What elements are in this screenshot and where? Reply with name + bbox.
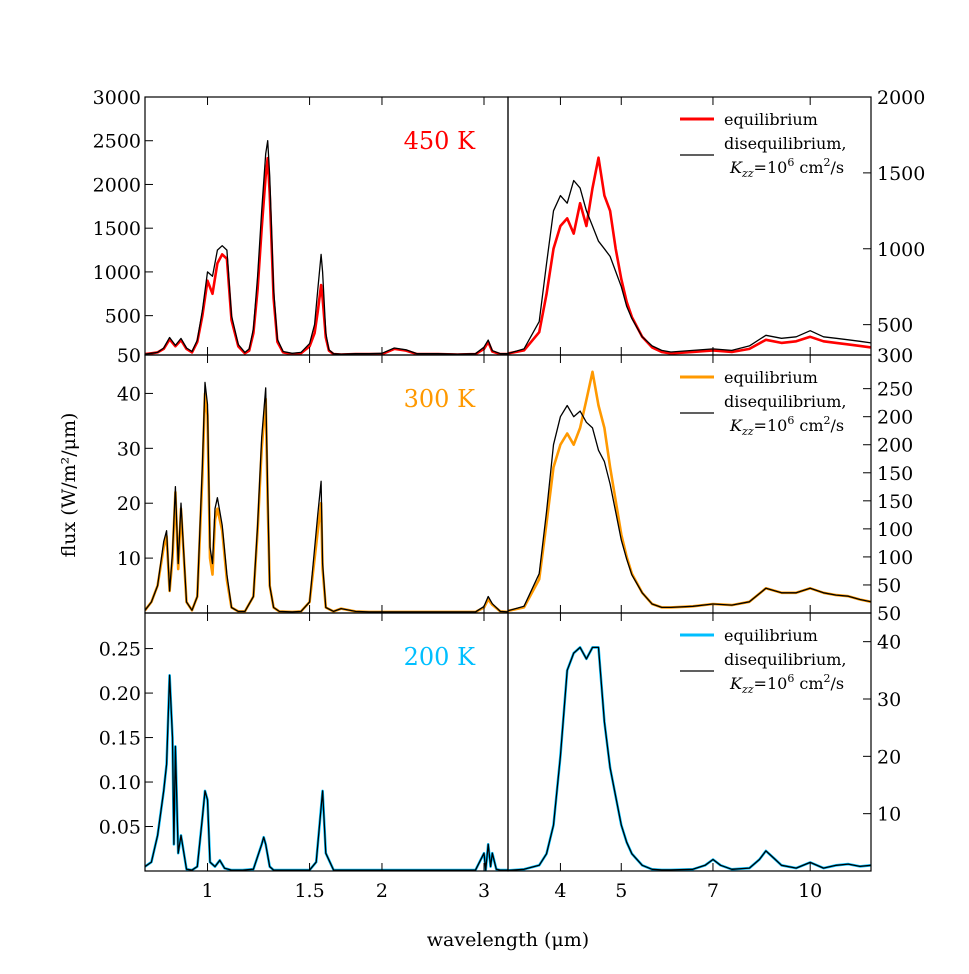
legend-kzz-kzz: K — [729, 674, 743, 693]
legend-label-disequilibrium: disequilibrium, — [724, 392, 847, 411]
y-tick-label-left: 50 — [117, 345, 141, 367]
legend-label-disequilibrium: disequilibrium, — [724, 650, 847, 669]
temperature-label: 450 K — [404, 127, 476, 155]
legend-label-kzz: Kzz=106 cm2/s — [729, 414, 844, 438]
x-tick-label-left: 2 — [376, 880, 388, 902]
legend: equilibrium disequilibrium, Kzz=106 cm2/s — [680, 368, 847, 438]
legend-kzz-units_tail: /s — [831, 674, 845, 693]
y-tick-label-right: 1500 — [877, 163, 925, 185]
x-tick-label-right: 10 — [798, 880, 822, 902]
series-disequilibrium-left-1 — [145, 381, 508, 613]
temperature-label: 200 K — [404, 643, 476, 671]
legend-kzz-disequilibrium_2: =10 — [754, 416, 788, 435]
legend-label-kzz: Kzz=106 cm2/s — [729, 672, 844, 696]
y-tick-label-left: 0.15 — [99, 728, 141, 750]
y-axis-title: flux (W/m²/μm) — [58, 413, 80, 558]
y-tick-label-right: 500 — [877, 315, 913, 337]
legend-kzz-disequilibrium_2: =10 — [754, 158, 788, 177]
y-tick-label-left: 1000 — [93, 262, 141, 284]
legend-label-kzz: Kzz=106 cm2/s — [729, 156, 844, 180]
series-disequilibrium-left-2 — [145, 674, 508, 871]
legend-kzz-units: cm — [794, 416, 823, 435]
legend-kzz-exp: 6 — [787, 156, 794, 169]
y-tick-label-left: 30 — [117, 438, 141, 460]
legend-kzz-kzz_sub: zz — [741, 167, 754, 180]
x-tick-label-left: 1 — [201, 880, 213, 902]
legend-kzz-kzz: K — [729, 158, 743, 177]
y-tick-label-right: 2000 — [877, 87, 925, 109]
temperature-label: 300 K — [404, 385, 476, 413]
x-tick-label-left: 3 — [478, 880, 490, 902]
y-tick-label-left: 1500 — [93, 218, 141, 240]
legend-kzz-exp: 6 — [787, 672, 794, 685]
y-tick-label-right-minor: 50 — [877, 575, 901, 597]
legend: equilibrium disequilibrium, Kzz=106 cm2/s — [680, 110, 847, 180]
series-equilibrium-right-0 — [508, 156, 871, 355]
legend-kzz-kzz_sub: zz — [741, 683, 754, 696]
x-tick-label-left: 1.5 — [294, 880, 324, 902]
y-tick-label-left: 500 — [105, 306, 141, 328]
y-tick-label-right: 300 — [877, 345, 913, 367]
y-tick-label-left: 0.25 — [99, 639, 141, 661]
legend-kzz-units_tail: /s — [831, 158, 845, 177]
x-tick-label-right: 5 — [615, 880, 627, 902]
y-tick-label-right: 10 — [877, 804, 901, 826]
y-tick-label-left: 0.05 — [99, 817, 141, 839]
y-tick-label-right: 20 — [877, 746, 901, 768]
y-tick-label-left: 0.10 — [99, 772, 141, 794]
y-tick-label-left: 10 — [117, 548, 141, 570]
y-tick-label-left: 2500 — [93, 131, 141, 153]
series-disequilibrium-right-1 — [508, 404, 871, 612]
y-tick-label-right-minor: 200 — [877, 407, 913, 429]
panel-row-2: 10 20 30 40 50 100 150 200 250 50 100 150 200 300 K eq… — [117, 354, 913, 625]
legend-kzz-units_exp: 2 — [824, 414, 831, 427]
legend-kzz-kzz: K — [729, 416, 743, 435]
legend-kzz-units: cm — [794, 158, 823, 177]
y-tick-label-left: 2000 — [93, 174, 141, 196]
legend-label-equilibrium: equilibrium — [724, 626, 818, 645]
legend-kzz-units_tail: /s — [831, 416, 845, 435]
y-tick-label-left: 40 — [117, 383, 141, 405]
legend-label-disequilibrium: disequilibrium, — [724, 134, 847, 153]
y-tick-label-left: 0.20 — [99, 683, 141, 705]
y-tick-label-right: 30 — [877, 689, 901, 711]
series-disequilibrium-left-0 — [145, 140, 508, 355]
legend-kzz-disequilibrium_2: =10 — [754, 674, 788, 693]
legend-kzz-units: cm — [794, 674, 823, 693]
y-tick-label-right: 40 — [877, 632, 901, 654]
legend-kzz-kzz_sub: zz — [741, 425, 754, 438]
y-tick-label-right-minor: 150 — [877, 463, 913, 485]
y-tick-label-right: 100 — [877, 547, 913, 569]
panel-row-3: 0.05 0.10 0.15 0.20 0.25 10 20 30 40 200 K equilib… — [99, 612, 901, 872]
legend-kzz-units_exp: 2 — [824, 156, 831, 169]
series-equilibrium-left-1 — [145, 392, 508, 613]
y-tick-label-right: 200 — [877, 435, 913, 457]
legend-kzz-units_exp: 2 — [824, 672, 831, 685]
legend-label-equilibrium: equilibrium — [724, 368, 818, 387]
y-tick-label-right: 150 — [877, 491, 913, 513]
y-tick-label-right: 50 — [877, 603, 901, 625]
x-tick-label-right: 7 — [707, 880, 719, 902]
legend-kzz-exp: 6 — [787, 414, 794, 427]
x-tick-label-right: 4 — [554, 880, 566, 902]
panel-frame-right — [507, 612, 872, 872]
x-axis-title: wavelength (μm) — [427, 929, 589, 951]
y-tick-label-right: 1000 — [877, 239, 925, 261]
panel-row-1: 50 500 1000 1500 2000 2500 3000 300 500 1000 1500 2… — [93, 87, 926, 367]
legend-label-equilibrium: equilibrium — [724, 110, 818, 129]
y-tick-label-left: 3000 — [93, 87, 141, 109]
series-disequilibrium-right-0 — [508, 179, 871, 355]
y-tick-label-right: 250 — [877, 379, 913, 401]
y-tick-label-left: 20 — [117, 493, 141, 515]
y-tick-label-right-minor: 100 — [877, 519, 913, 541]
series-disequilibrium-right-2 — [508, 646, 871, 871]
legend: equilibrium disequilibrium, Kzz=106 cm2/s — [680, 626, 847, 696]
